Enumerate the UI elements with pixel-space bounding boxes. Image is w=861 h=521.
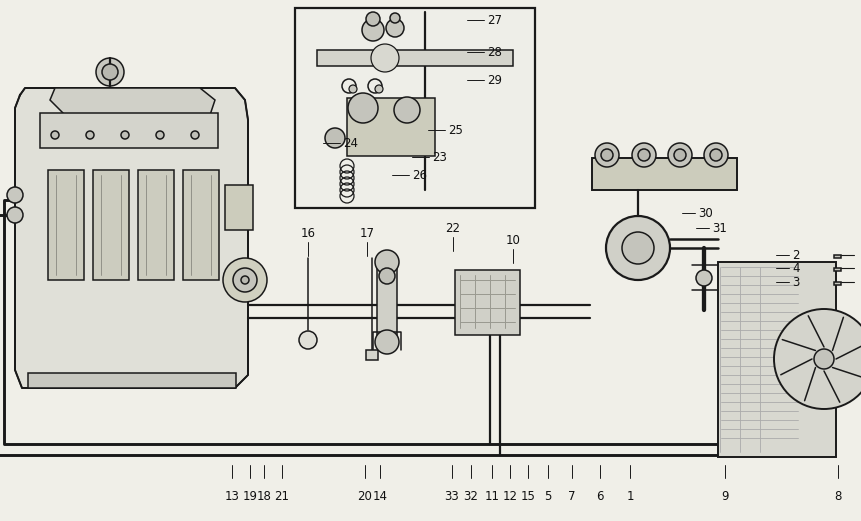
- Text: 30: 30: [697, 206, 712, 219]
- Bar: [294, 8, 535, 208]
- Circle shape: [299, 331, 317, 349]
- Text: 31: 31: [711, 221, 726, 234]
- Circle shape: [362, 19, 383, 41]
- Circle shape: [86, 131, 94, 139]
- Text: 21: 21: [274, 490, 289, 503]
- Circle shape: [375, 85, 382, 93]
- Text: 11: 11: [484, 490, 499, 503]
- Circle shape: [637, 149, 649, 161]
- Circle shape: [191, 131, 199, 139]
- Circle shape: [7, 207, 23, 223]
- Text: 5: 5: [543, 490, 551, 503]
- Text: 12: 12: [502, 490, 517, 503]
- Bar: [366, 350, 378, 360]
- Bar: [455, 270, 519, 335]
- Text: 18: 18: [257, 490, 271, 503]
- Text: 16: 16: [300, 227, 315, 240]
- Text: 9: 9: [721, 490, 728, 503]
- Text: 28: 28: [486, 45, 501, 58]
- Text: 4: 4: [791, 262, 798, 275]
- Circle shape: [703, 143, 728, 167]
- Circle shape: [709, 149, 722, 161]
- Polygon shape: [15, 88, 248, 388]
- Bar: [592, 158, 736, 190]
- Circle shape: [695, 270, 711, 286]
- Text: 15: 15: [520, 490, 535, 503]
- Circle shape: [379, 268, 394, 284]
- Text: 2: 2: [791, 249, 798, 262]
- Bar: [138, 170, 174, 280]
- Text: 32: 32: [463, 490, 478, 503]
- Text: 29: 29: [486, 73, 501, 86]
- Circle shape: [121, 131, 129, 139]
- Circle shape: [156, 131, 164, 139]
- Text: 24: 24: [343, 137, 357, 150]
- Text: 17: 17: [359, 227, 374, 240]
- Text: 13: 13: [225, 490, 239, 503]
- Bar: [833, 255, 840, 258]
- Bar: [717, 262, 835, 457]
- Text: 27: 27: [486, 14, 501, 27]
- Polygon shape: [50, 88, 214, 115]
- Circle shape: [393, 97, 419, 123]
- Circle shape: [366, 12, 380, 26]
- Text: 22: 22: [445, 222, 460, 235]
- Circle shape: [349, 85, 356, 93]
- Circle shape: [51, 131, 59, 139]
- Text: 25: 25: [448, 123, 462, 137]
- Circle shape: [96, 58, 124, 86]
- Circle shape: [223, 258, 267, 302]
- Bar: [347, 98, 435, 156]
- Circle shape: [773, 309, 861, 409]
- Bar: [225, 185, 253, 230]
- Text: 8: 8: [833, 490, 840, 503]
- Circle shape: [813, 349, 833, 369]
- Bar: [376, 262, 397, 342]
- Circle shape: [325, 128, 344, 148]
- Circle shape: [600, 149, 612, 161]
- Circle shape: [667, 143, 691, 167]
- Text: 33: 33: [444, 490, 459, 503]
- Text: 10: 10: [505, 234, 520, 247]
- Circle shape: [594, 143, 618, 167]
- Circle shape: [622, 232, 653, 264]
- Bar: [28, 373, 236, 388]
- Text: 26: 26: [412, 168, 426, 181]
- Circle shape: [673, 149, 685, 161]
- Text: 14: 14: [372, 490, 387, 503]
- Text: 6: 6: [596, 490, 603, 503]
- Bar: [48, 170, 84, 280]
- Circle shape: [375, 330, 399, 354]
- Circle shape: [386, 19, 404, 37]
- Circle shape: [375, 250, 399, 274]
- Circle shape: [389, 13, 400, 23]
- Circle shape: [241, 276, 249, 284]
- Bar: [183, 170, 219, 280]
- Text: 23: 23: [431, 151, 446, 164]
- Bar: [93, 170, 129, 280]
- Text: 19: 19: [242, 490, 257, 503]
- Text: 7: 7: [567, 490, 575, 503]
- Text: 20: 20: [357, 490, 372, 503]
- Circle shape: [370, 44, 399, 72]
- Bar: [833, 282, 840, 285]
- Circle shape: [348, 93, 378, 123]
- Bar: [833, 268, 840, 271]
- Circle shape: [605, 216, 669, 280]
- Text: 3: 3: [791, 276, 798, 289]
- Text: 1: 1: [626, 490, 633, 503]
- Circle shape: [102, 64, 118, 80]
- Circle shape: [7, 187, 23, 203]
- Bar: [317, 50, 512, 66]
- Circle shape: [232, 268, 257, 292]
- Bar: [40, 113, 218, 148]
- Circle shape: [631, 143, 655, 167]
